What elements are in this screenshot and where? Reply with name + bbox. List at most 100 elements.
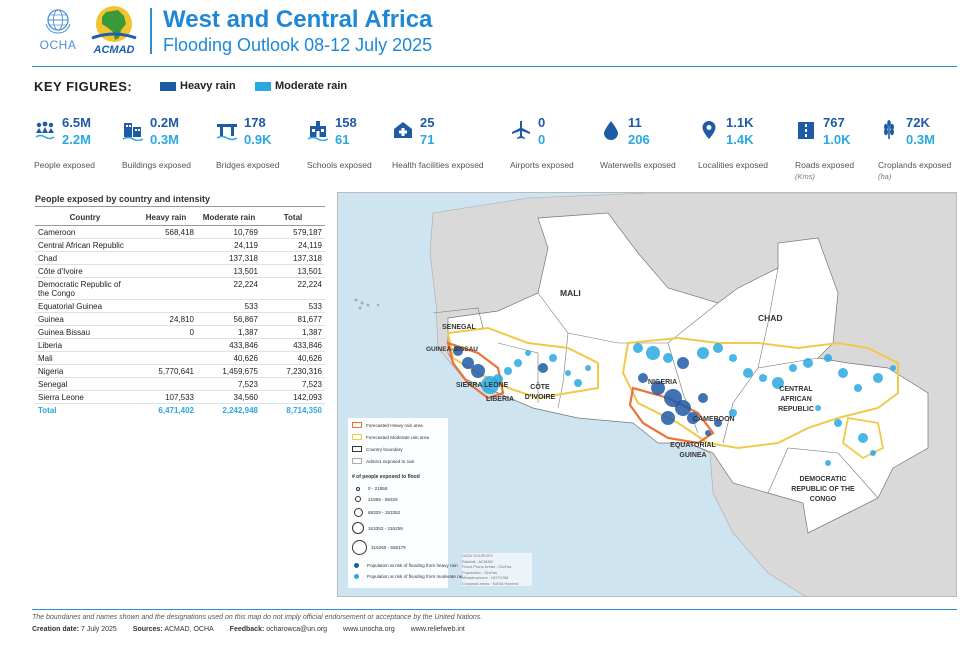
circle-size-4 [352,522,364,534]
unocha-link[interactable]: www.unocha.org [343,626,395,633]
heavy-exposure-dot [453,346,463,356]
table-header-row: Country Heavy rain Moderate rain Total [35,210,325,226]
cell-total: 22,224 [261,277,325,300]
circle-size-3 [353,508,363,517]
heavy-exposure-dot [675,400,691,416]
legend-heavy-rain: Heavy rain [160,80,236,92]
cell-total: 13,501 [261,264,325,278]
header: OCHA ACMAD West and Central Africa Flood… [0,0,975,62]
admin1-swatch [352,458,362,464]
legend-moderate-area: Forecasted Moderate rain area [352,434,429,440]
heavy-exposure-dot [714,419,722,427]
map-legend: Forecasted Heavy rain area Forecasted Mo… [348,418,465,588]
cell-moderate: 1,387 [197,325,261,339]
kf-bridges-heavy: 178 [244,115,266,130]
table-top-rule [35,206,325,207]
cell-country: Liberia [35,338,135,352]
cell-moderate: 24,119 [197,238,261,252]
cell-heavy [135,251,197,265]
feedback-email[interactable]: ocharowca@un.org [266,626,328,633]
cell-country: Senegal [35,377,135,391]
people-exposed-table: Country Heavy rain Moderate rain Total C… [35,210,325,416]
ocha-logo-text: OCHA [39,38,77,52]
cell-moderate: 22,224 [197,277,261,300]
table-title: People exposed by country and intensity [35,194,211,204]
circle-range-5: 316260 - 568179 [371,545,406,550]
cell-country: Democratic Republic of the Congo [35,277,135,300]
moderate-exposure-dot [525,350,531,356]
legend-heavy-area-label: Forecasted Heavy rain area [366,422,423,428]
table-row: Equatorial Guinea 533 533 [35,299,325,313]
moderate-exposure-dot [803,358,813,368]
creation-label: Creation date: [32,626,80,633]
moderate-area-swatch [352,434,362,440]
cell-total: 7,230,316 [261,364,325,378]
legend-circles-title: # of people exposed to flood [352,474,420,480]
kf-schools-label: Schools exposed [307,160,372,170]
kf-schools-moderate: 61 [335,132,350,147]
heavy-exposure-dot [677,357,689,369]
cell-country: Mali [35,351,135,365]
moderate-rain-swatch [255,81,271,91]
cell-total: 40,626 [261,351,325,365]
africa-map-icon [91,6,137,42]
moderate-exposure-dot [759,374,767,382]
kf-roads-moderate: 1.0K [823,132,851,147]
kf-bridges-moderate: 0.9K [244,132,272,147]
cell-total: 8,714,350 [286,405,322,415]
sources: ACMAD, OCHA [164,626,214,633]
kf-people-heavy: 6.5M [62,115,91,130]
legend-moderate-pop: Population at risk of flooding from mode… [352,574,465,579]
cell-country: Nigeria [35,364,135,378]
kf-croplands-heavy: 72K [906,115,930,130]
moderate-exposure-dot [514,359,522,367]
col-header-total: Total [283,213,303,222]
cell-total: 433,846 [261,338,325,352]
legend-moderate-rain: Moderate rain [255,80,347,92]
table-row: Guinea Bissau 0 1,387 1,387 [35,325,325,339]
kf-croplands-label: Croplands exposed [878,160,952,170]
cell-country: Chad [35,251,135,265]
moderate-exposure-dot [663,353,673,363]
legend-boundary: Country boundary [352,446,403,452]
legend-moderate-pop-label: Population at risk of flooding from mode… [367,574,465,579]
moderate-exposure-dot [870,450,876,456]
flood-outlook-map: MALI CHAD SENEGAL GUINEA-BISSAU SIERRA L… [337,192,957,597]
cell-total: 579,187 [261,225,325,239]
cell-heavy [135,277,197,300]
kf-airports-label: Airports exposed [510,160,574,170]
kf-buildings-label: Buildings exposed [122,160,191,170]
kf-croplands-moderate: 0.3M [906,132,935,147]
legend-circle-2: 21859 - 68328 [352,496,398,502]
table-row: Central African Republic 24,119 24,119 [35,238,325,252]
moderate-exposure-dot [585,365,591,371]
moderate-exposure-dot [729,409,737,417]
heavy-exposure-dot [538,363,548,373]
kf-health-heavy: 25 [420,115,435,130]
heavy-pop-dot [354,563,359,568]
boundary-swatch [352,446,362,452]
table-total-row: Total 6,471,402 2,242,948 8,714,350 [35,404,325,417]
legend-circle-4: 153353 - 316259 [352,522,403,534]
label-cameroon: CAMEROON [693,416,735,423]
circle-size-1 [356,486,360,491]
cell-total: 142,093 [261,390,325,404]
table-row: Mali 40,626 40,626 [35,351,325,365]
heavy-exposure-dot [661,411,675,425]
reliefweb-link[interactable]: www.reliefweb.int [410,626,465,633]
cell-total: 533 [261,299,325,313]
ocha-logo: OCHA [32,6,84,54]
bridge-icon [216,124,238,141]
moderate-exposure-dot [713,343,723,353]
moderate-exposure-dot [815,405,821,411]
feedback-label: Feedback: [229,626,265,633]
heavy-exposure-dot [698,393,708,403]
legend-circle-3: 68329 - 153352 [352,508,400,517]
cell-heavy [135,351,197,365]
cell-heavy [135,299,197,313]
cell-moderate: 433,846 [197,338,261,352]
kf-waterwells-heavy: 11 [628,115,642,130]
legend-boundary-label: Country boundary [366,446,403,452]
circle-size-5 [352,540,367,555]
cell-moderate: 56,867 [197,312,261,326]
